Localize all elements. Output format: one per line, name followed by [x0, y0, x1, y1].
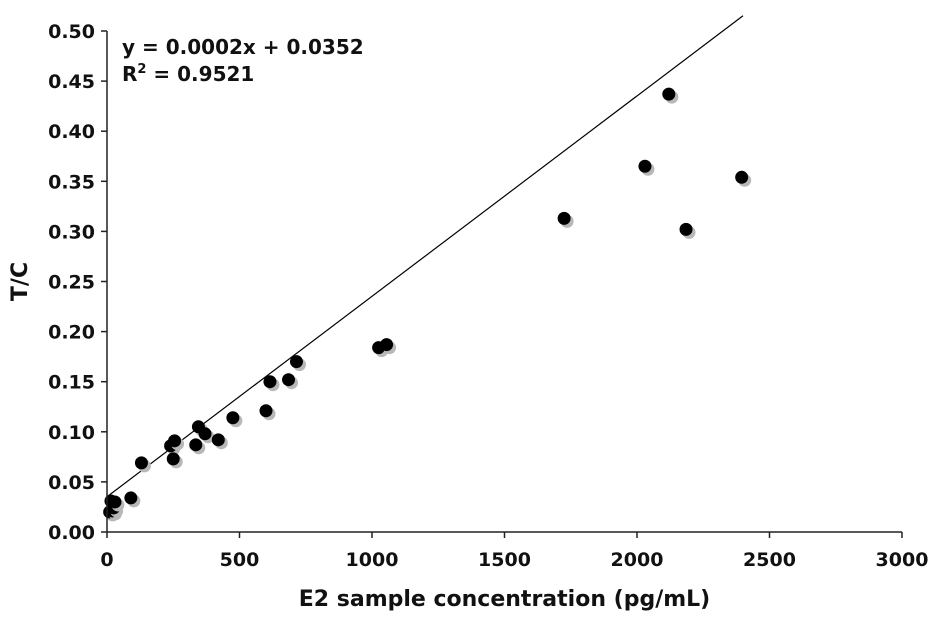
- data-point: [735, 170, 752, 187]
- r-squared-label: R2 = 0.9521: [122, 62, 254, 86]
- y-axis-ticks: 0.00 0.05 0.10 0.15 0.20 0.25 0.30 0.35 0.40 0.45…: [48, 21, 107, 544]
- data-point-marker: [168, 434, 182, 448]
- data-point-marker: [211, 433, 225, 447]
- data-point-marker: [263, 375, 277, 389]
- y-tick-label: 0.05: [48, 472, 95, 494]
- data-point-marker: [108, 495, 122, 509]
- trendline-equation: y = 0.0002x + 0.0352: [122, 35, 364, 59]
- y-tick-label: 0.50: [48, 21, 95, 43]
- data-point: [259, 404, 276, 421]
- data-point: [662, 87, 679, 104]
- data-point: [226, 411, 243, 428]
- data-point: [638, 159, 655, 176]
- x-tick-label: 2500: [743, 549, 796, 571]
- data-points-layer: [103, 87, 752, 522]
- x-tick-label: 1500: [478, 549, 531, 571]
- r-squared-symbol: R: [122, 62, 137, 86]
- data-point-marker: [226, 411, 240, 425]
- data-point: [134, 456, 151, 473]
- x-axis-ticks: 0 500 1000 1500 2000 2500 3000: [100, 532, 928, 571]
- data-point: [198, 427, 215, 444]
- trendline-annotation: y = 0.0002x + 0.0352 R2 = 0.9521: [122, 35, 364, 86]
- data-point: [168, 434, 185, 451]
- data-point-marker: [259, 404, 273, 418]
- data-point-marker: [662, 87, 676, 101]
- r-squared-exponent: 2: [137, 62, 146, 77]
- data-point-marker: [189, 438, 203, 452]
- y-tick-label: 0.30: [48, 221, 95, 243]
- data-point: [108, 495, 125, 512]
- trendline-layer: [106, 15, 744, 498]
- y-tick-label: 0.45: [48, 71, 95, 93]
- data-point: [380, 338, 397, 355]
- data-point-marker: [166, 452, 180, 466]
- y-tick-label: 0.20: [48, 322, 95, 344]
- data-point: [263, 375, 280, 392]
- x-tick-label: 1000: [346, 549, 399, 571]
- data-point: [282, 373, 299, 390]
- y-axis-title: T/C: [8, 262, 33, 301]
- x-tick-label: 2000: [611, 549, 664, 571]
- data-point-marker: [638, 159, 652, 173]
- data-point: [211, 433, 228, 450]
- data-point-marker: [282, 373, 296, 387]
- x-tick-label: 3000: [876, 549, 929, 571]
- data-point: [166, 452, 183, 469]
- y-tick-label: 0.40: [48, 121, 95, 143]
- data-point-marker: [134, 456, 148, 470]
- data-point-marker: [289, 355, 303, 369]
- data-point-marker: [679, 222, 693, 236]
- y-tick-label: 0.00: [48, 522, 95, 544]
- data-point: [557, 211, 574, 228]
- axes-layer: 0.00 0.05 0.10 0.15 0.20 0.25 0.30 0.35 0.40 0.45…: [48, 21, 928, 571]
- data-point: [124, 491, 141, 508]
- data-point-marker: [735, 170, 749, 184]
- trendline: [106, 15, 744, 498]
- x-tick-label: 0: [100, 549, 113, 571]
- data-point: [679, 222, 696, 239]
- data-point-marker: [380, 338, 394, 352]
- data-point-marker: [124, 491, 138, 505]
- y-tick-label: 0.35: [48, 171, 95, 193]
- data-point-marker: [557, 211, 571, 225]
- data-point: [189, 438, 206, 455]
- r-squared-value: = 0.9521: [146, 62, 254, 86]
- y-tick-label: 0.15: [48, 372, 95, 394]
- x-axis-title: E2 sample concentration (pg/mL): [299, 587, 710, 612]
- data-point: [289, 355, 306, 372]
- x-tick-label: 500: [220, 549, 260, 571]
- y-tick-label: 0.10: [48, 422, 95, 444]
- axis-titles: E2 sample concentration (pg/mL) T/C: [8, 262, 710, 612]
- data-point-marker: [198, 427, 212, 441]
- y-tick-label: 0.25: [48, 272, 95, 294]
